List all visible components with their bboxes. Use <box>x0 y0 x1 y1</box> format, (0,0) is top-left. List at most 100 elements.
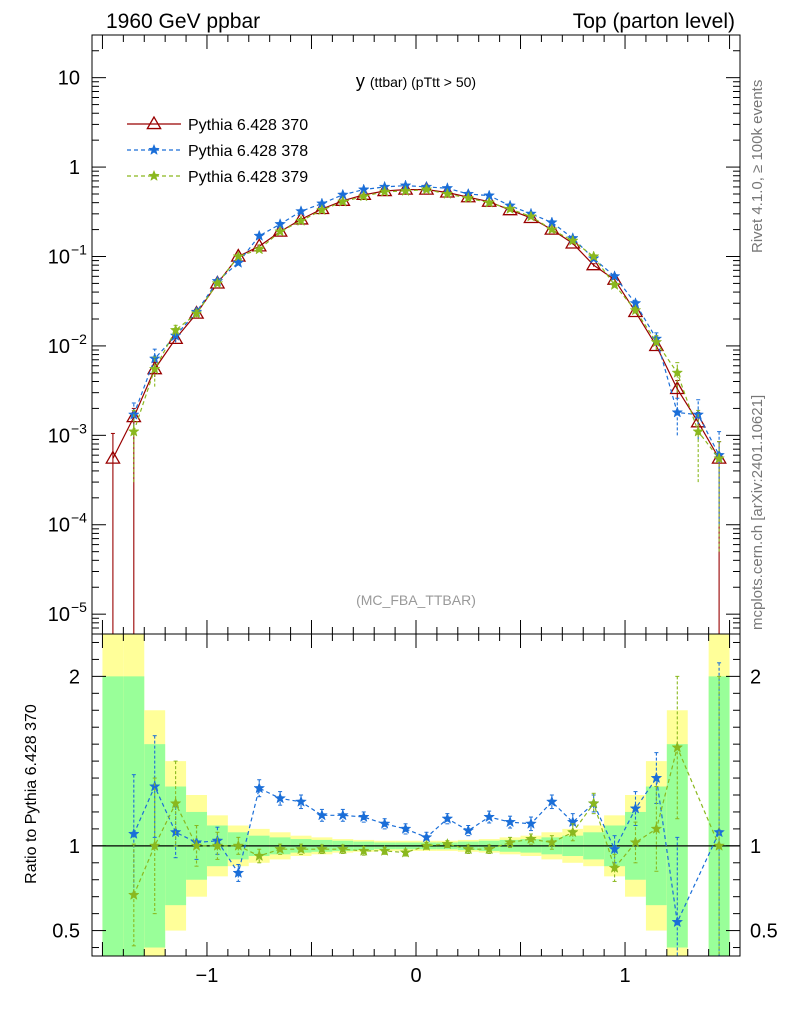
ratio-series-line <box>133 745 720 896</box>
data-point-triangle <box>439 184 456 198</box>
x-tick-label: −1 <box>196 965 219 987</box>
data-point-triangle <box>460 188 477 203</box>
y-tick-label: 10 <box>48 246 70 268</box>
ratio-data-point-star <box>650 771 663 784</box>
ratio-data-point-star <box>483 810 496 823</box>
data-point-triangle <box>585 256 602 271</box>
data-point-star <box>399 184 412 197</box>
legend-label-378: Pythia 6.428 378 <box>188 143 308 160</box>
ratio-data-point-star <box>525 817 537 829</box>
data-point-triangle <box>293 211 309 225</box>
ratio-ylabel: Ratio to Pythia 6.428 370 <box>23 704 40 884</box>
ratio-data-point-star <box>190 839 203 851</box>
data-point-star <box>211 277 224 289</box>
data-point-star <box>316 203 328 216</box>
data-point-star <box>671 366 684 378</box>
ratio-y-tick-label-left: 1 <box>69 836 80 858</box>
ratio-data-point-star <box>545 795 558 807</box>
legend-triangle <box>146 115 162 130</box>
uncertainty-band-inner <box>708 676 730 956</box>
ratio-data-point-star <box>462 824 475 836</box>
ratio-data-point-star <box>713 839 725 851</box>
ratio-data-point-star <box>378 817 391 829</box>
data-point-star <box>587 250 600 262</box>
y-tick-exponent: −5 <box>71 599 87 615</box>
series-379 <box>127 183 725 552</box>
legend-label-370: Pythia 6.428 370 <box>188 117 308 134</box>
ratio-data-point-star <box>566 826 579 838</box>
legend-marker-378 <box>148 143 160 155</box>
ratio-data-point-star <box>629 802 642 814</box>
ratio-data-point-star <box>629 836 642 848</box>
data-point-star <box>127 425 140 437</box>
data-point-star <box>713 452 725 464</box>
header-left: 1960 GeV ppbar <box>106 10 260 33</box>
ratio-data-point-star <box>211 839 224 851</box>
legend-marker-379 <box>148 169 160 181</box>
legend-star <box>148 169 160 181</box>
ratio-data-point-star <box>525 832 537 845</box>
ratio-data-point-star <box>441 837 454 850</box>
legend: Pythia 6.428 370 Pythia 6.428 378 Pythia… <box>127 115 308 186</box>
data-point-star <box>545 223 558 235</box>
data-point-star <box>357 190 370 202</box>
ratio-data-point-star <box>274 792 287 804</box>
y-tick-exponent: −3 <box>71 420 87 436</box>
data-point-star <box>378 185 391 197</box>
y-tick-label: 10 <box>58 68 80 90</box>
y-tick-label: 10 <box>48 604 70 626</box>
main-plot-area <box>92 35 740 634</box>
ratio-y-tick-label-right: 0.5 <box>750 921 778 943</box>
data-point-star <box>608 278 621 290</box>
ratio-data-point-star <box>357 844 370 857</box>
data-point-triangle <box>397 181 414 195</box>
data-point-star <box>692 425 705 437</box>
data-point-triangle <box>481 193 497 207</box>
y-tick-exponent: −4 <box>71 510 87 526</box>
main-series-layer <box>105 179 727 634</box>
data-point-star <box>629 304 642 316</box>
main-plot-background <box>92 35 740 634</box>
ratio-data-point-star <box>608 842 621 855</box>
data-point-star <box>274 225 287 237</box>
side-text-bottom: mcplots.cern.ch [arXiv:2401.10621] <box>749 395 766 630</box>
data-point-star <box>232 250 245 262</box>
legend-entry-370: Pythia 6.428 370 <box>127 115 308 134</box>
ratio-data-point-star <box>504 815 516 828</box>
header-right: Top (parton level) <box>573 10 735 33</box>
data-point-star <box>650 335 663 348</box>
legend-marker-370 <box>146 115 162 130</box>
ratio-data-point-star <box>671 915 684 928</box>
ratio-data-point-star <box>295 842 308 855</box>
ratio-data-point-star <box>253 781 266 794</box>
ratio-data-point-star <box>587 797 600 809</box>
ratio-data-point-star <box>295 795 307 807</box>
data-point-star <box>295 214 308 226</box>
ratio-bands <box>92 634 740 956</box>
ratio-y-tick-label-right: 1 <box>750 836 761 858</box>
watermark: (MC_FBA_TTBAR) <box>356 592 476 608</box>
data-point-triangle <box>627 303 644 318</box>
legend-star <box>148 143 160 155</box>
ratio-data-point-star <box>545 836 558 848</box>
series-line <box>133 188 720 459</box>
main-title-y: y <box>356 71 365 91</box>
ratio-data-point-star <box>127 827 140 839</box>
data-point-star <box>608 270 621 282</box>
y-tick-exponent: −1 <box>71 241 87 257</box>
ratio-data-point-star <box>441 812 454 824</box>
data-point-star <box>253 243 266 255</box>
ratio-data-point-star <box>357 810 370 823</box>
ratio-series-layer <box>92 662 740 957</box>
data-point-star <box>462 191 475 204</box>
ratio-data-point-star <box>650 822 663 834</box>
y-tick-label: 1 <box>69 157 80 179</box>
ratio-data-point-star <box>399 822 412 834</box>
ratio-data-point-star <box>462 842 475 855</box>
ratio-data-point-star <box>253 849 266 862</box>
ratio-series-line <box>133 776 720 925</box>
data-point-star <box>148 362 161 375</box>
legend-label-379: Pythia 6.428 379 <box>188 169 308 186</box>
